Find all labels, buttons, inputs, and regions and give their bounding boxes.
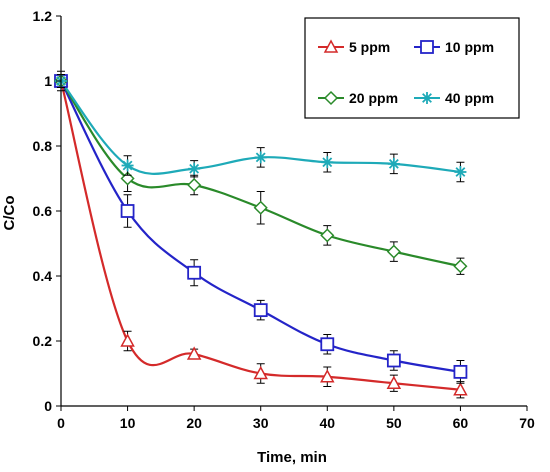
legend-marker bbox=[420, 40, 434, 54]
plot-area bbox=[53, 70, 468, 399]
data-point bbox=[187, 177, 202, 193]
legend-label: 5 ppm bbox=[349, 39, 390, 55]
x-axis-title: Time, min bbox=[257, 449, 327, 466]
legend-marker bbox=[421, 92, 433, 104]
data-point bbox=[320, 369, 335, 383]
data-point bbox=[120, 333, 135, 347]
y-tick-label: 0.2 bbox=[33, 333, 53, 349]
data-point bbox=[253, 200, 268, 215]
legend-label: 20 ppm bbox=[349, 90, 398, 106]
y-tick-label: 1.2 bbox=[33, 8, 53, 24]
x-tick-label: 60 bbox=[453, 415, 469, 431]
legend-marker bbox=[323, 39, 339, 53]
y-tick-label: 0.6 bbox=[33, 203, 53, 219]
data-point bbox=[186, 346, 202, 360]
data-point bbox=[187, 265, 202, 280]
x-tick-label: 10 bbox=[120, 415, 136, 431]
legend-item-1: 5 ppm bbox=[318, 39, 390, 55]
legend-marker bbox=[323, 90, 339, 106]
data-point bbox=[320, 228, 335, 243]
legend-label: 40 ppm bbox=[445, 90, 494, 106]
legend-box bbox=[304, 17, 520, 119]
y-axis-title: C/Co bbox=[1, 196, 18, 231]
legend-label: 10 ppm bbox=[445, 39, 494, 55]
y-tick-label: 0.4 bbox=[33, 268, 53, 284]
x-tick-label: 40 bbox=[319, 415, 335, 431]
x-tick-label: 0 bbox=[57, 415, 65, 431]
data-point bbox=[453, 382, 468, 396]
data-point bbox=[386, 353, 401, 368]
x-axis: 0 10 20 30 40 50 60 70 bbox=[57, 405, 535, 431]
data-point bbox=[386, 375, 402, 389]
y-tick-label: 1 bbox=[44, 73, 52, 89]
y-tick-label: 0 bbox=[44, 398, 52, 414]
data-point bbox=[253, 365, 268, 380]
data-point bbox=[254, 151, 267, 164]
data-point bbox=[188, 162, 201, 175]
legend: 5 ppm 10 ppm 20 ppm 40 ppm bbox=[304, 17, 520, 119]
data-point bbox=[320, 337, 335, 352]
data-point bbox=[386, 244, 401, 259]
data-point bbox=[387, 157, 400, 170]
data-point bbox=[453, 364, 468, 379]
data-point bbox=[453, 259, 468, 274]
data-point bbox=[454, 166, 467, 178]
data-point bbox=[121, 159, 134, 172]
data-point bbox=[253, 303, 268, 318]
y-tick-label: 0.8 bbox=[33, 138, 53, 154]
legend-item-2: 10 ppm bbox=[414, 39, 494, 55]
legend-item-3: 20 ppm bbox=[318, 90, 398, 106]
x-tick-label: 70 bbox=[519, 415, 535, 431]
y-axis: 0 0.2 0.4 0.6 0.8 1 1.2 bbox=[33, 8, 62, 414]
x-tick-label: 20 bbox=[186, 415, 202, 431]
series-line-2 bbox=[60, 80, 461, 373]
legend-item-4: 40 ppm bbox=[414, 90, 494, 106]
x-tick-label: 50 bbox=[386, 415, 402, 431]
data-point bbox=[120, 204, 135, 218]
data-point bbox=[321, 156, 334, 169]
x-tick-label: 30 bbox=[253, 415, 269, 431]
series-line-1 bbox=[59, 80, 461, 391]
